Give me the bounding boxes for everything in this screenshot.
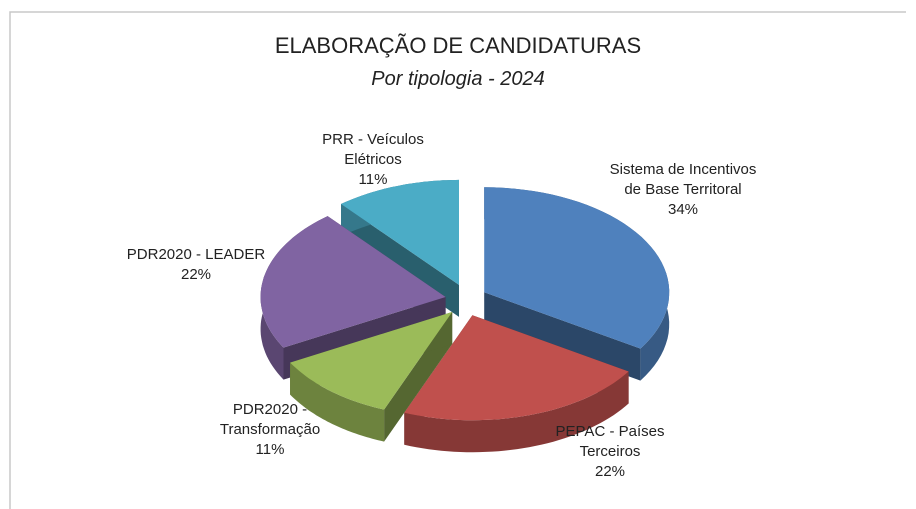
category-label: Sistema de Incentivos de Base Territoral [609,161,757,198]
category-label: PDR2020 - LEADER [126,246,266,263]
slice-side [484,292,641,381]
slice [260,216,446,348]
value-label: 22% [180,266,212,283]
data-label: PEPAC - Países Terceiros 22% [545,422,675,482]
category-label: PDR2020 - Transformação [219,401,321,438]
slice-wall [290,362,385,442]
slice [484,187,670,349]
data-label: PDR2020 - LEADER 22% [106,245,286,285]
data-label: PRR - Veículos Elétricos 11% [313,130,433,190]
category-label: PEPAC - Países Terceiros [555,423,665,460]
category-label: PRR - Veículos Elétricos [322,131,424,168]
chart-title: ELABORAÇÃO DE CANDIDATURAS [274,33,642,58]
data-label: Sistema de Incentivos de Base Territoral… [603,160,763,220]
chart-border [9,11,906,509]
slice [341,179,459,285]
value-label: 11% [255,441,285,458]
value-label: 11% [358,171,388,188]
slice [290,312,453,410]
slice-wall [404,371,629,453]
value-label: 34% [667,201,699,218]
chart-subtitle: Por tipologia - 2024 [371,68,545,90]
value-label: 22% [594,463,626,480]
data-label: PDR2020 - Transformação 11% [210,400,330,460]
slice [404,315,629,421]
